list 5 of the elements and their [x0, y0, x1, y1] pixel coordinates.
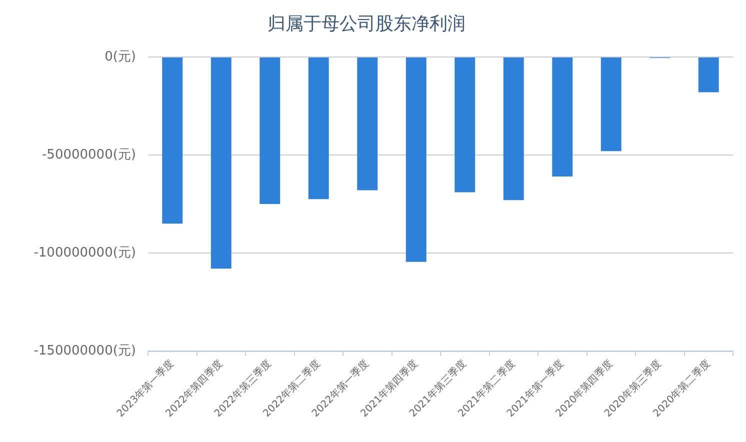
y-tick-label: -50000000(元): [42, 147, 136, 162]
y-tick-label: -100000000(元): [34, 245, 136, 260]
y-tick-label: 0(元): [104, 49, 136, 64]
chart-title: 归属于母公司股东净利润: [268, 13, 466, 34]
y-tick-label: -150000000(元): [34, 343, 136, 358]
